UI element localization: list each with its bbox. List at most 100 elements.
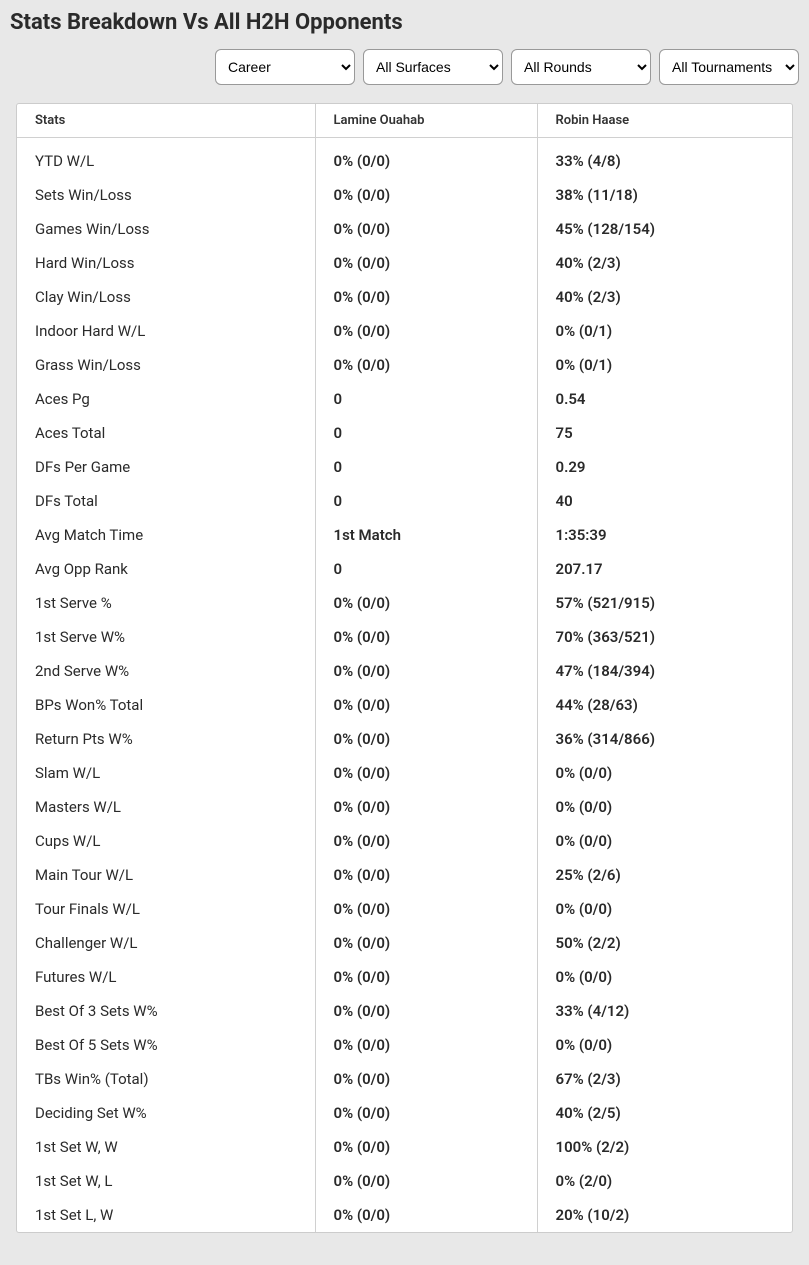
stat-label: Challenger W/L [17,926,315,960]
player2-value: 100% (2/2) [537,1130,792,1164]
player1-value: 0% (0/0) [315,586,537,620]
stat-label: Slam W/L [17,756,315,790]
stat-label: Indoor Hard W/L [17,314,315,348]
stat-label: Grass Win/Loss [17,348,315,382]
stat-label: 2nd Serve W% [17,654,315,688]
player2-value: 0% (0/1) [537,314,792,348]
stat-label: Clay Win/Loss [17,280,315,314]
stat-label: DFs Total [17,484,315,518]
stat-label: Futures W/L [17,960,315,994]
table-row: DFs Total040 [17,484,792,518]
player1-value: 0% (0/0) [315,824,537,858]
table-row: Games Win/Loss0% (0/0)45% (128/154) [17,212,792,246]
player2-value: 0% (0/0) [537,824,792,858]
player1-value: 0 [315,552,537,586]
filters-bar: Career All Surfaces All Rounds All Tourn… [0,49,809,97]
stat-label: Masters W/L [17,790,315,824]
stat-label: Aces Pg [17,382,315,416]
table-row: Deciding Set W%0% (0/0)40% (2/5) [17,1096,792,1130]
stat-label: Aces Total [17,416,315,450]
player2-value: 70% (363/521) [537,620,792,654]
stat-label: TBs Win% (Total) [17,1062,315,1096]
table-row: Aces Pg00.54 [17,382,792,416]
stat-label: DFs Per Game [17,450,315,484]
player1-value: 0% (0/0) [315,620,537,654]
stat-label: Return Pts W% [17,722,315,756]
player1-value: 0 [315,416,537,450]
stat-label: BPs Won% Total [17,688,315,722]
timeframe-select[interactable]: Career [215,49,355,85]
player1-value: 0% (0/0) [315,1096,537,1130]
player1-value: 0% (0/0) [315,178,537,212]
player2-value: 57% (521/915) [537,586,792,620]
player1-value: 0% (0/0) [315,246,537,280]
table-row: Clay Win/Loss0% (0/0)40% (2/3) [17,280,792,314]
player1-value: 0% (0/0) [315,892,537,926]
player1-value: 0 [315,382,537,416]
player2-value: 33% (4/12) [537,994,792,1028]
stat-label: Avg Match Time [17,518,315,552]
stat-label: 1st Serve % [17,586,315,620]
table-row: Return Pts W%0% (0/0)36% (314/866) [17,722,792,756]
stat-label: Games Win/Loss [17,212,315,246]
player1-value: 0% (0/0) [315,994,537,1028]
player2-value: 50% (2/2) [537,926,792,960]
player2-value: 0% (0/0) [537,756,792,790]
table-row: 1st Serve %0% (0/0)57% (521/915) [17,586,792,620]
table-row: Best Of 3 Sets W%0% (0/0)33% (4/12) [17,994,792,1028]
header-player1: Lamine Ouahab [315,104,537,138]
table-row: Challenger W/L0% (0/0)50% (2/2) [17,926,792,960]
player2-value: 67% (2/3) [537,1062,792,1096]
player1-value: 0% (0/0) [315,1164,537,1198]
player2-value: 44% (28/63) [537,688,792,722]
player1-value: 1st Match [315,518,537,552]
stat-label: Cups W/L [17,824,315,858]
player1-value: 0% (0/0) [315,1062,537,1096]
table-row: Best Of 5 Sets W%0% (0/0)0% (0/0) [17,1028,792,1062]
table-row: 1st Serve W%0% (0/0)70% (363/521) [17,620,792,654]
table-row: Main Tour W/L0% (0/0)25% (2/6) [17,858,792,892]
stats-table: Stats Lamine Ouahab Robin Haase YTD W/L0… [17,104,792,1232]
player2-value: 47% (184/394) [537,654,792,688]
player2-value: 0% (0/0) [537,790,792,824]
table-row: 1st Set W, L0% (0/0)0% (2/0) [17,1164,792,1198]
table-row: Slam W/L0% (0/0)0% (0/0) [17,756,792,790]
player1-value: 0% (0/0) [315,790,537,824]
player1-value: 0% (0/0) [315,1130,537,1164]
player2-value: 0% (2/0) [537,1164,792,1198]
player1-value: 0 [315,484,537,518]
table-row: DFs Per Game00.29 [17,450,792,484]
table-row: 1st Set W, W0% (0/0)100% (2/2) [17,1130,792,1164]
table-row: TBs Win% (Total)0% (0/0)67% (2/3) [17,1062,792,1096]
player2-value: 45% (128/154) [537,212,792,246]
table-row: 2nd Serve W%0% (0/0)47% (184/394) [17,654,792,688]
stat-label: Main Tour W/L [17,858,315,892]
player2-value: 75 [537,416,792,450]
player2-value: 40% (2/5) [537,1096,792,1130]
player1-value: 0% (0/0) [315,1198,537,1232]
player1-value: 0% (0/0) [315,960,537,994]
stat-label: Avg Opp Rank [17,552,315,586]
round-select[interactable]: All Rounds [511,49,651,85]
stat-label: Deciding Set W% [17,1096,315,1130]
player1-value: 0% (0/0) [315,1028,537,1062]
table-row: BPs Won% Total0% (0/0)44% (28/63) [17,688,792,722]
player2-value: 40% (2/3) [537,246,792,280]
player2-value: 20% (10/2) [537,1198,792,1232]
player1-value: 0% (0/0) [315,926,537,960]
table-row: 1st Set L, W0% (0/0)20% (10/2) [17,1198,792,1232]
stats-table-container: Stats Lamine Ouahab Robin Haase YTD W/L0… [16,103,793,1233]
tournament-select[interactable]: All Tournaments [659,49,799,85]
surface-select[interactable]: All Surfaces [363,49,503,85]
player2-value: 207.17 [537,552,792,586]
table-header-row: Stats Lamine Ouahab Robin Haase [17,104,792,138]
table-row: YTD W/L0% (0/0)33% (4/8) [17,138,792,179]
stat-label: 1st Set W, L [17,1164,315,1198]
stat-label: Best Of 3 Sets W% [17,994,315,1028]
table-row: Avg Opp Rank0207.17 [17,552,792,586]
player2-value: 0% (0/0) [537,892,792,926]
stat-label: 1st Set L, W [17,1198,315,1232]
table-row: Masters W/L0% (0/0)0% (0/0) [17,790,792,824]
player1-value: 0% (0/0) [315,348,537,382]
table-row: Futures W/L0% (0/0)0% (0/0) [17,960,792,994]
